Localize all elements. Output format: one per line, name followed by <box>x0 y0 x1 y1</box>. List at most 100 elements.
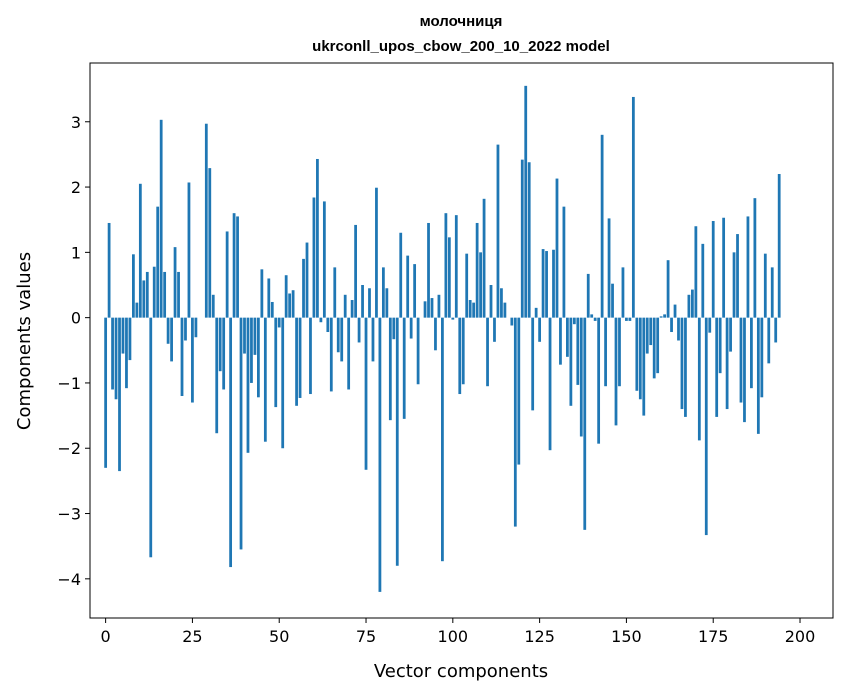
bar <box>263 317 267 442</box>
bar <box>656 317 660 374</box>
bar <box>159 119 163 318</box>
bar <box>503 302 507 318</box>
bar <box>472 302 476 318</box>
bar <box>697 317 701 441</box>
bar <box>225 231 229 318</box>
bar <box>642 317 646 416</box>
bar <box>729 317 732 352</box>
bar <box>149 317 153 558</box>
bar <box>607 218 611 318</box>
bar <box>288 293 292 318</box>
bar <box>267 278 271 318</box>
x-tick-label: 0 <box>101 627 111 646</box>
bar <box>545 251 548 318</box>
bar <box>270 301 274 318</box>
bar <box>746 216 750 318</box>
bar <box>725 317 729 410</box>
bar <box>559 317 562 365</box>
bar <box>614 317 618 426</box>
bar <box>166 317 170 344</box>
bar <box>649 317 653 346</box>
bar <box>652 317 656 379</box>
bar <box>138 183 142 318</box>
bar <box>576 317 580 385</box>
bar <box>336 317 340 353</box>
bar <box>381 267 385 318</box>
bar <box>708 317 712 333</box>
bar <box>753 198 757 318</box>
bar <box>222 317 226 390</box>
bar <box>517 317 521 465</box>
bar <box>569 317 573 406</box>
bar <box>215 317 219 434</box>
bar <box>312 197 316 318</box>
bar <box>743 317 746 423</box>
bar <box>684 317 687 417</box>
bar <box>243 317 246 354</box>
bar <box>281 317 285 449</box>
bar <box>406 255 410 318</box>
bar <box>513 317 517 527</box>
chart-title: молочниця <box>420 13 503 30</box>
bar <box>715 317 719 417</box>
bar <box>534 307 538 318</box>
bar <box>555 178 559 318</box>
bar <box>468 300 472 318</box>
bar <box>694 226 698 318</box>
bar <box>611 283 614 318</box>
bar <box>680 317 684 410</box>
bar <box>593 317 597 321</box>
bar <box>326 317 330 333</box>
bar <box>586 273 590 318</box>
bar <box>121 317 125 354</box>
bar <box>208 168 212 318</box>
bar <box>333 267 337 318</box>
bar <box>500 288 503 318</box>
bar <box>579 317 583 437</box>
bar <box>128 317 132 361</box>
bar <box>541 249 545 318</box>
bar <box>475 222 479 318</box>
bar <box>677 317 680 341</box>
bar <box>572 317 576 325</box>
bar <box>663 314 666 318</box>
bar <box>767 317 771 364</box>
bar <box>107 222 111 318</box>
bar <box>739 317 743 403</box>
bar <box>250 317 253 383</box>
bar <box>496 144 500 318</box>
bar <box>701 243 705 318</box>
bar <box>538 317 542 342</box>
bar <box>170 317 173 362</box>
bar <box>631 96 635 318</box>
bar <box>427 222 430 318</box>
bar <box>666 260 670 318</box>
bar <box>770 267 774 318</box>
bar <box>343 294 347 318</box>
bar <box>704 317 708 536</box>
bar <box>763 253 767 318</box>
bar <box>302 258 305 318</box>
bar <box>718 317 722 374</box>
bar <box>173 247 177 318</box>
bar <box>638 317 642 400</box>
bar <box>590 314 594 318</box>
bar <box>395 317 399 566</box>
bar <box>253 317 257 355</box>
bar <box>531 317 535 411</box>
bar <box>437 294 441 318</box>
bar <box>145 271 149 318</box>
bar <box>329 317 333 392</box>
bar <box>722 217 726 318</box>
bar <box>340 317 344 362</box>
bar <box>402 317 406 419</box>
bar <box>645 317 649 354</box>
bar <box>132 254 135 318</box>
bar <box>378 317 382 592</box>
y-tick-label: −1 <box>57 374 81 393</box>
bar <box>392 317 396 340</box>
bar <box>239 317 243 550</box>
y-tick-label: 1 <box>71 243 81 262</box>
